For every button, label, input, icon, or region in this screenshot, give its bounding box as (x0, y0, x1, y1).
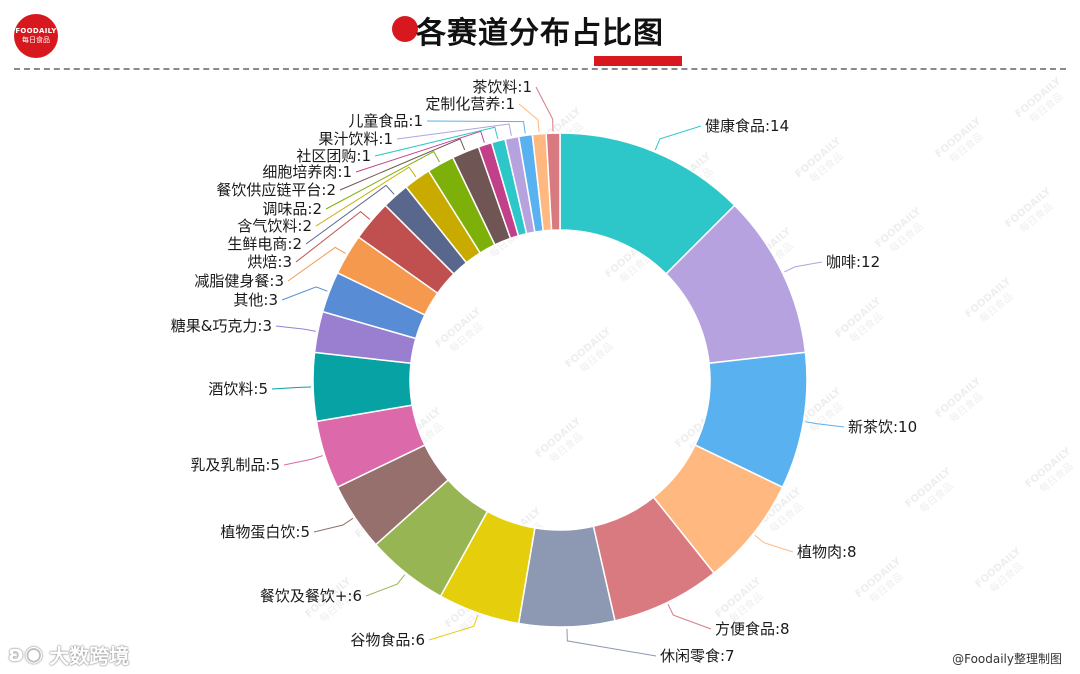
leader-line-糖果-巧克力 (275, 325, 316, 332)
slice-label-调味品: 调味品:2 (262, 200, 322, 218)
leader-line-其他 (281, 286, 328, 301)
slice-label-含气饮料: 含气饮料:2 (237, 217, 312, 235)
slice-label-减脂健身餐: 减脂健身餐:3 (194, 272, 284, 290)
chart-title: 各赛道分布占比图 (416, 16, 664, 51)
slice-label-健康食品: 健康食品:14 (705, 117, 789, 135)
slice-label-方便食品: 方便食品:8 (715, 620, 790, 638)
leader-line-定制化营养 (518, 103, 540, 132)
credit-text: @Foodaily整理制图 (952, 652, 1062, 666)
leader-lines-layer (271, 86, 845, 657)
slice-label-餐饮供应链平台: 餐饮供应链平台:2 (216, 181, 336, 199)
leader-line-社区团购 (374, 126, 499, 157)
slice-label-休闲零食: 休闲零食:7 (660, 647, 735, 665)
leader-line-咖啡 (784, 261, 823, 273)
leader-line-烘焙 (295, 210, 371, 263)
leader-line-新茶饮 (805, 421, 845, 428)
leader-line-健康食品 (654, 125, 702, 151)
slice-label-酒饮料: 酒饮料:5 (208, 380, 268, 398)
slice-label-植物蛋白饮: 植物蛋白饮:5 (220, 523, 310, 541)
header-divider (14, 68, 1066, 70)
leader-line-谷物食品 (428, 614, 479, 641)
foodaily-logo: FOODAILY 每日食品 (14, 14, 58, 58)
leader-line-茶饮料 (535, 86, 554, 132)
slice-label-乳及乳制品: 乳及乳制品:5 (190, 456, 280, 474)
slice-label-茶饮料: 茶饮料:1 (472, 78, 532, 96)
bottom-watermark-text: 大数跨境 (49, 644, 130, 668)
leader-line-儿童食品 (426, 120, 526, 134)
slice-label-果汁饮料: 果汁饮料:1 (318, 130, 393, 148)
leader-line-调味品 (325, 150, 440, 210)
weibo-icon: ʚ◉ (8, 642, 44, 667)
leader-line-乳及乳制品 (283, 455, 323, 466)
leader-line-减脂健身餐 (287, 246, 346, 282)
leader-line-果汁饮料 (396, 123, 512, 140)
slice-label-儿童食品: 儿童食品:1 (348, 112, 423, 130)
slice-label-咖啡: 咖啡:12 (826, 253, 880, 271)
slice-label-烘焙: 烘焙:3 (247, 253, 292, 271)
slice-label-生鲜电商: 生鲜电商:2 (227, 235, 302, 253)
slice-labels-layer: 健康食品:14 咖啡:12 新茶饮:10 植物肉:8 方便食品:8 休闲零食:7 谷物食品:… (171, 78, 917, 665)
title-accent-underline (594, 56, 682, 66)
slice-label-植物肉: 植物肉:8 (797, 543, 857, 561)
leader-line-休闲零食 (566, 628, 657, 657)
slice-label-餐饮及餐饮: 餐饮及餐饮+:6 (260, 587, 362, 605)
slice-label-其他: 其他:3 (233, 291, 278, 309)
leader-line-酒饮料 (271, 386, 312, 390)
slice-label-细胞培养肉: 细胞培养肉:1 (262, 163, 352, 181)
title-accent-dot (392, 16, 418, 42)
pie-slice-茶饮料 (545, 132, 561, 232)
leader-line-植物肉 (754, 534, 794, 553)
logo-text-cn: 每日食品 (22, 36, 50, 44)
slice-label-社区团购: 社区团购:1 (296, 147, 371, 165)
leader-line-餐饮及餐饮 (365, 574, 406, 597)
slice-label-糖果-巧克力: 糖果&巧克力:3 (171, 317, 272, 335)
leader-line-生鲜电商 (305, 184, 395, 245)
slices-layer (312, 132, 808, 628)
slice-label-谷物食品: 谷物食品:6 (350, 631, 425, 649)
slice-label-定制化营养: 定制化营养:1 (425, 95, 515, 113)
leader-line-细胞培养肉 (355, 130, 485, 173)
leader-line-方便食品 (667, 604, 712, 630)
leader-line-餐饮供应链平台 (339, 138, 466, 191)
title-area: 各赛道分布占比图 (0, 14, 1080, 66)
bottom-watermark: ʚ◉ 大数跨境 (8, 640, 129, 669)
leader-line-植物蛋白饮 (313, 517, 354, 533)
logo-text-en: FOODAILY (15, 27, 57, 35)
slice-label-新茶饮: 新茶饮:10 (848, 418, 917, 436)
leader-line-含气饮料 (315, 166, 417, 227)
